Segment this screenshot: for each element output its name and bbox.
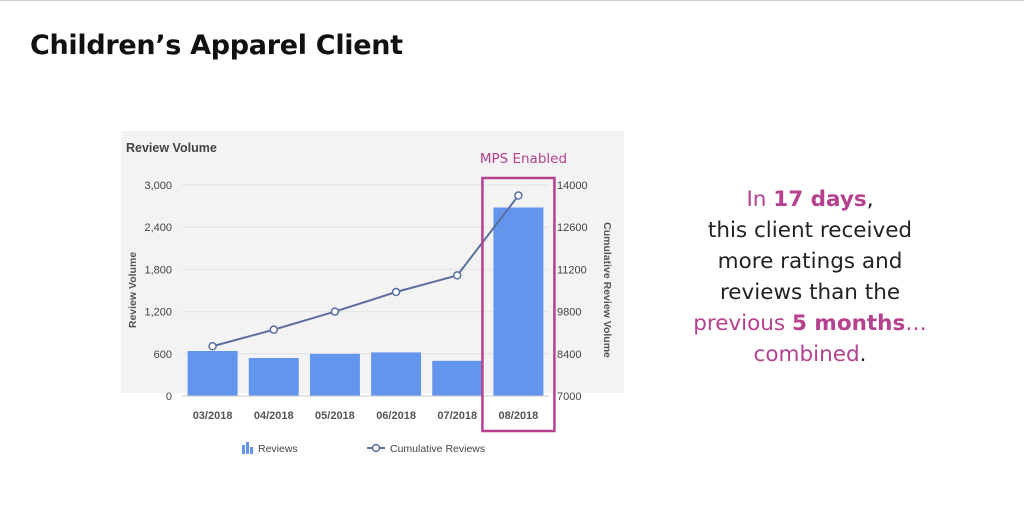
callout-line-1: In 17 days,	[680, 184, 940, 215]
callout-line-2: this client received	[707, 218, 913, 243]
callout-days-highlight: 17 days	[773, 187, 867, 212]
x-tick-label: 03/2018	[193, 410, 233, 422]
callout-line-5: previous 5 months…	[680, 308, 940, 339]
y2-tick-label: 9800	[557, 307, 581, 319]
x-tick-label: 07/2018	[437, 410, 477, 422]
y-tick-label: 600	[154, 349, 172, 361]
callout-line-6: combined.	[680, 339, 940, 370]
callout-line-4: reviews than the	[719, 280, 901, 305]
legend-label-reviews: Reviews	[258, 443, 298, 455]
slide-title: Children’s Apparel Client	[30, 30, 403, 61]
cumulative-point	[391, 287, 401, 297]
mps-enabled-label: MPS Enabled	[480, 151, 567, 167]
cumulative-line	[212, 194, 520, 348]
y2-tick-label: 12600	[557, 222, 588, 234]
x-tick-label: 06/2018	[376, 410, 416, 422]
bar-04-2018	[248, 358, 299, 396]
y-tick-label: 0	[166, 391, 172, 403]
y2-tick-label: 11200	[557, 264, 587, 276]
callout-line-3: more ratings and	[717, 249, 903, 274]
y2-axis-title: Cumulative Review Volume	[601, 222, 613, 358]
y2-tick-label: 8400	[557, 349, 581, 361]
y-tick-label: 3,000	[144, 180, 172, 192]
chart-title: Review Volume	[126, 141, 217, 155]
bar-08-2018	[493, 207, 544, 396]
callout-line-1-suffix: ,	[866, 187, 874, 212]
callout-months-highlight: 5 months	[791, 311, 906, 336]
legend-bar-icon	[250, 447, 253, 454]
callout-text: In 17 days, this client received more ra…	[680, 184, 940, 370]
y-tick-label: 1,800	[144, 264, 172, 276]
y-tick-label: 2,400	[144, 222, 172, 234]
cumulative-point	[208, 342, 217, 351]
x-tick-label: 04/2018	[254, 410, 294, 422]
y2-tick-label: 7000	[557, 391, 581, 403]
legend-point-icon	[371, 443, 381, 453]
bar-06-2018	[371, 352, 422, 396]
legend-bar-icon	[246, 442, 249, 454]
bar-03-2018	[187, 350, 238, 396]
y2-tick-label: 14000	[557, 180, 588, 192]
callout-line-5-prefix: previous	[693, 311, 792, 336]
cumulative-point	[269, 325, 278, 334]
cumulative-point	[330, 307, 340, 316]
callout-line-6-prefix: combined	[753, 342, 860, 367]
y-tick-label: 1,200	[144, 307, 172, 319]
legend-label-cumulative: Cumulative Reviews	[390, 443, 485, 455]
cumulative-point	[453, 271, 462, 280]
y-axis-title: Review Volume	[127, 252, 139, 328]
mps-highlight-box	[481, 176, 556, 433]
bar-05-2018	[309, 353, 360, 396]
bar-07-2018	[432, 360, 483, 396]
callout-line-1-prefix: In	[746, 187, 774, 212]
callout-line-5-suffix: …	[905, 311, 927, 336]
cumulative-point	[514, 191, 523, 200]
top-rule	[0, 0, 1024, 1]
x-tick-label: 05/2018	[315, 410, 355, 422]
x-tick-label: 08/2018	[499, 410, 539, 422]
legend-bar-icon	[242, 445, 245, 454]
callout-line-6-suffix: .	[859, 342, 867, 367]
